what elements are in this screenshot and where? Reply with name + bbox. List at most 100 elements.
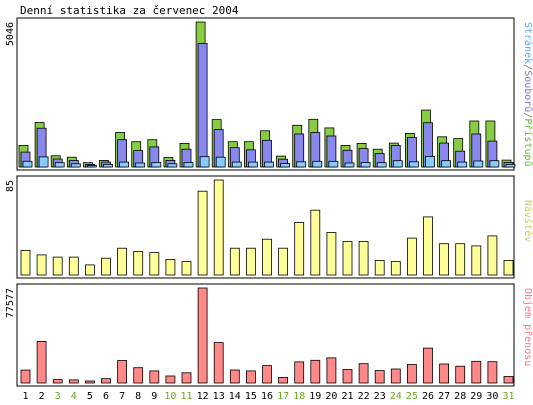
bar-traffic-day-6 [101, 378, 111, 384]
day-label-2: 2 [39, 391, 45, 402]
panel-visits-max-label: 85 [5, 180, 16, 192]
bar-visits-day-12 [197, 190, 208, 276]
bar-pages-day-16 [264, 161, 274, 168]
bar-traffic-day-16 [262, 365, 272, 384]
day-label-5: 5 [87, 391, 93, 402]
bar-visits-day-31 [503, 260, 514, 276]
bar-traffic-day-28 [455, 365, 466, 384]
bar-visits-day-1 [20, 249, 31, 276]
bar-traffic-day-30 [487, 361, 498, 384]
day-label-13: 13 [213, 391, 225, 402]
day-label-29: 29 [470, 391, 482, 402]
bar-visits-day-17 [278, 247, 289, 276]
legend-hits: Přístupů [522, 118, 533, 166]
bar-traffic-day-1 [20, 369, 31, 384]
bar-visits-day-22 [358, 241, 369, 276]
bar-visits-day-5 [85, 264, 95, 276]
bar-pages-day-8 [135, 162, 146, 168]
legend-separator-1: / [522, 64, 533, 70]
bar-pages-day-3 [54, 162, 65, 168]
bar-visits-day-4 [68, 256, 79, 276]
day-label-1: 1 [22, 391, 28, 402]
bar-visits-day-7 [117, 247, 127, 276]
day-label-26: 26 [422, 391, 434, 402]
bar-traffic-day-18 [294, 361, 305, 384]
bar-visits-day-11 [181, 261, 192, 276]
bar-visits-day-6 [101, 257, 111, 276]
day-label-4: 4 [71, 391, 77, 402]
day-label-9: 9 [151, 391, 157, 402]
panel-hits-legend: Stránek/Souborů/Přístupů [522, 22, 533, 167]
bar-visits-day-26 [423, 216, 433, 276]
bar-traffic-day-17 [278, 376, 289, 384]
bar-visits-day-24 [390, 261, 401, 276]
day-label-16: 16 [261, 391, 273, 402]
bar-pages-day-25 [408, 161, 419, 168]
bar-pages-day-31 [505, 163, 516, 168]
panel-hits: 5046 Stránek/Souborů/Přístupů [5, 17, 533, 171]
day-label-7: 7 [119, 391, 125, 402]
bar-pages-day-18 [296, 161, 307, 168]
x-axis-day-labels: 1 2 3 4 5 6 7 8 9 10 11 12 13 14 15 16 17 18 19 20 21 22 23 24 2… [22, 391, 514, 402]
bar-visits-day-8 [133, 251, 144, 276]
bar-files-day-12 [197, 43, 208, 168]
bar-traffic-day-15 [245, 370, 256, 384]
bar-traffic-day-22 [358, 363, 369, 384]
legend-files: Souborů [522, 70, 533, 112]
panel-traffic-frame [16, 283, 515, 387]
bar-pages-day-1 [22, 160, 33, 168]
bar-pages-day-15 [247, 161, 258, 168]
panel-traffic-legend: Objem přenosu [522, 288, 533, 366]
bar-pages-day-22 [360, 161, 371, 168]
bar-traffic-day-5 [85, 380, 95, 384]
chart-title: Denní statistika za červenec 2004 [20, 4, 239, 17]
bar-traffic-day-29 [471, 360, 482, 384]
day-label-8: 8 [135, 391, 141, 402]
bar-visits-day-29 [471, 245, 482, 276]
bar-visits-day-3 [52, 256, 63, 276]
day-label-18: 18 [293, 391, 305, 402]
day-label-30: 30 [486, 391, 498, 402]
bar-pages-day-13 [215, 156, 226, 168]
bar-visits-day-14 [229, 247, 240, 276]
panel-hits-frame [16, 17, 515, 171]
bar-pages-day-20 [328, 160, 339, 168]
bar-pages-day-23 [376, 162, 387, 168]
day-label-25: 25 [406, 391, 418, 402]
day-label-3: 3 [55, 391, 61, 402]
day-label-27: 27 [438, 391, 450, 402]
day-label-17: 17 [277, 391, 289, 402]
day-label-19: 19 [309, 391, 321, 402]
panel-visits-frame [16, 175, 515, 279]
bar-pages-day-7 [119, 161, 129, 168]
day-label-28: 28 [454, 391, 466, 402]
day-label-11: 11 [180, 391, 192, 402]
day-label-6: 6 [103, 391, 109, 402]
bar-visits-day-23 [374, 260, 385, 276]
legend-separator-2: / [522, 112, 533, 118]
bar-visits-day-28 [455, 243, 466, 276]
bar-traffic-day-20 [326, 357, 337, 384]
bar-traffic-day-14 [229, 369, 240, 384]
bar-visits-day-2 [36, 254, 47, 276]
bar-traffic-day-7 [117, 360, 127, 384]
bar-visits-day-9 [149, 252, 160, 276]
panel-visits: 85 Návštěv [5, 175, 533, 279]
bar-pages-day-4 [70, 163, 81, 168]
bar-visits-day-15 [245, 247, 256, 276]
bar-pages-day-21 [344, 162, 355, 168]
bar-pages-day-14 [231, 161, 242, 168]
panel-hits-bars [18, 21, 516, 168]
bar-traffic-day-19 [310, 359, 321, 384]
bar-visits-day-18 [294, 222, 305, 276]
bar-visits-day-30 [487, 235, 498, 276]
bar-pages-day-9 [151, 161, 162, 168]
bar-pages-day-5 [87, 165, 97, 168]
bar-pages-day-24 [392, 160, 403, 168]
day-label-20: 20 [325, 391, 337, 402]
bar-visits-day-21 [342, 241, 353, 276]
bar-pages-day-12 [199, 156, 210, 168]
bar-visits-day-25 [406, 237, 417, 276]
bar-pages-day-30 [489, 160, 500, 168]
bar-traffic-day-27 [439, 363, 450, 384]
